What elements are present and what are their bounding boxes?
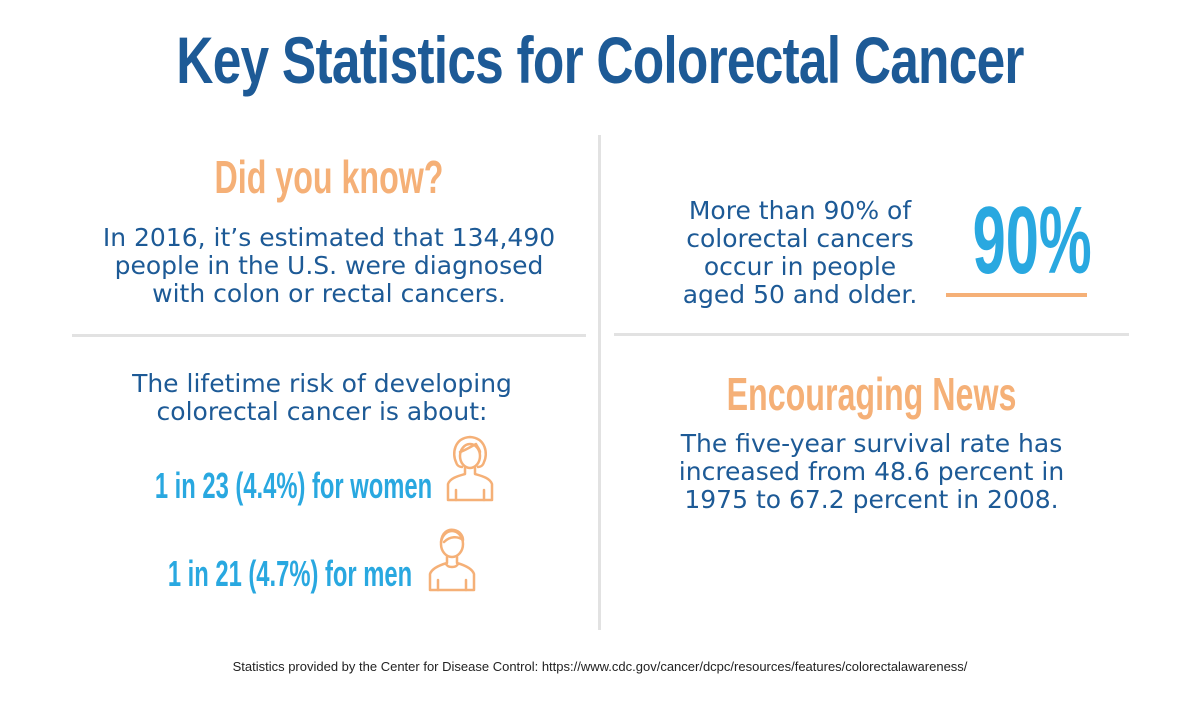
horizontal-divider-left — [72, 334, 586, 337]
man-icon — [424, 524, 480, 594]
text-line: More than 90% of — [688, 196, 912, 225]
diagnosis-estimate-text: In 2016, it’s estimated that 134,490 peo… — [72, 224, 586, 308]
vertical-divider — [598, 135, 601, 630]
text-line: people in the U.S. were diagnosed — [114, 251, 544, 280]
text-line: In 2016, it’s estimated that 134,490 — [102, 223, 556, 252]
text-line: The lifetime risk of developing — [132, 369, 512, 398]
text-line: The five-year survival rate has — [680, 429, 1063, 458]
encouraging-news-heading: Encouraging News — [726, 368, 1017, 420]
woman-icon — [442, 432, 498, 504]
horizontal-divider-right — [614, 333, 1129, 336]
age-statistic-text: More than 90% of colorectal cancers occu… — [650, 197, 950, 309]
text-line: increased from 48.6 percent in — [678, 457, 1065, 486]
risk-men-text: 1 in 21 (4.7%) for men — [167, 553, 412, 594]
big-percentage-stat: 90% — [972, 187, 1092, 294]
page-title: Key Statistics for Colorectal Cancer — [176, 23, 1024, 97]
text-line: occur in people — [703, 252, 897, 281]
lifetime-risk-text: The lifetime risk of developing colorect… — [72, 370, 572, 426]
risk-women-text: 1 in 23 (4.4%) for women — [154, 465, 432, 506]
text-line: aged 50 and older. — [682, 280, 918, 309]
source-footer: Statistics provided by the Center for Di… — [232, 659, 968, 674]
text-line: 1975 to 67.2 percent in 2008. — [684, 485, 1059, 514]
text-line: colorectal cancers — [686, 224, 914, 253]
text-line: colorectal cancer is about: — [156, 397, 488, 426]
did-you-know-heading: Did you know? — [214, 151, 444, 203]
text-line: with colon or rectal cancers. — [152, 279, 506, 308]
percentage-underline — [946, 293, 1087, 297]
survival-rate-text: The five-year survival rate has increase… — [614, 430, 1129, 514]
